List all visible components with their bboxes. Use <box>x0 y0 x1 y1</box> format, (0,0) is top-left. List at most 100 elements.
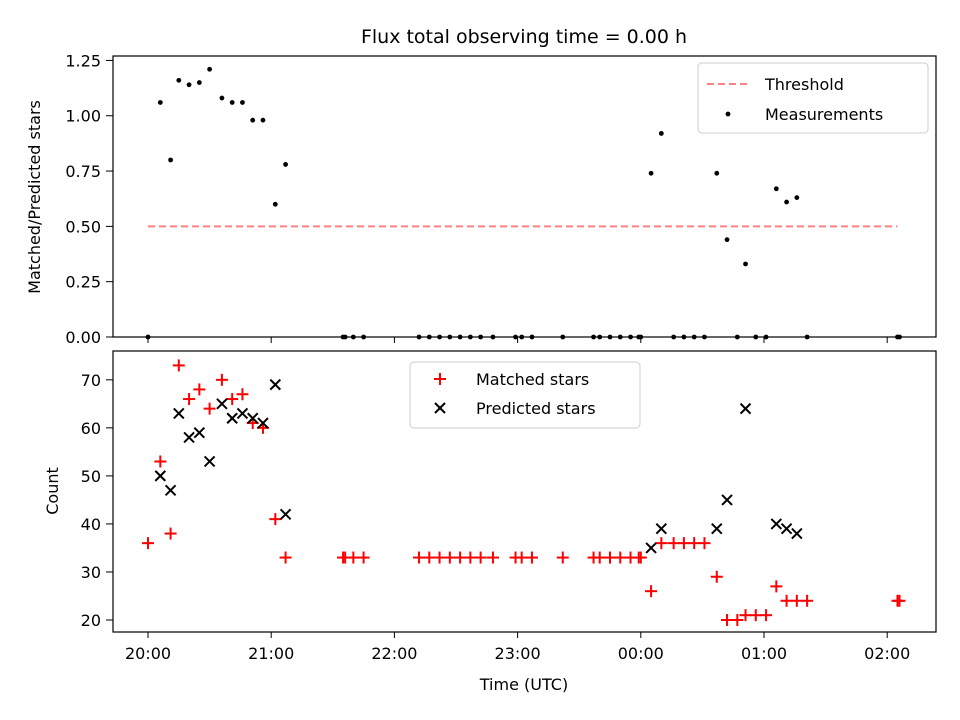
matched-point <box>183 393 196 406</box>
matched-point <box>525 551 538 564</box>
matched-point <box>357 551 370 564</box>
top-legend-box <box>697 62 929 134</box>
measurement-point <box>207 66 213 72</box>
matched-point <box>172 359 185 372</box>
bottom-axes: 20 30 40 50 60 70 20:00 21:00 22:00 23:00 00:00 01… <box>43 350 937 694</box>
predicted-point <box>739 402 752 415</box>
predicted-point <box>711 523 723 535</box>
matched-point <box>710 570 723 583</box>
bottom-x-tick-label: 22:00 <box>371 644 417 663</box>
matched-point <box>443 551 456 564</box>
matched-point <box>236 388 249 401</box>
matched-point <box>556 551 569 564</box>
bottom-x-axis-label: Time (UTC) <box>479 675 568 694</box>
measurement-point <box>219 95 225 101</box>
top-y-tick-label: 1.25 <box>65 51 101 70</box>
matched-point <box>739 609 752 622</box>
matched-points-layer <box>142 359 906 626</box>
top-y-tick-label: 1.00 <box>65 107 101 126</box>
predicted-point <box>193 426 206 439</box>
matched-point <box>454 551 467 564</box>
matched-point <box>698 537 711 550</box>
bottom-x-ticks: 20:00 21:00 22:00 23:00 00:00 01:00 02:00 <box>125 632 910 663</box>
matched-point <box>164 527 177 540</box>
matched-point <box>226 393 239 406</box>
bottom-x-tick-label: 23:00 <box>495 644 541 663</box>
bottom-x-tick-label: 20:00 <box>125 644 171 663</box>
top-axes-frame <box>112 55 937 338</box>
predicted-point <box>780 523 793 535</box>
measurement-point <box>168 157 173 163</box>
legend-predicted-label: Predicted stars <box>476 399 596 418</box>
top-y-tick-label: 0.75 <box>65 162 101 181</box>
predicted-point <box>770 518 783 530</box>
top-y-tick-label: 0.25 <box>65 273 101 292</box>
predicted-point <box>173 407 185 420</box>
matched-point <box>801 594 814 607</box>
top-y-axis-label: Matched/Predicted stars <box>25 100 44 294</box>
bottom-x-tick-label: 02:00 <box>864 644 910 663</box>
matched-point <box>413 551 426 564</box>
matched-point <box>423 551 436 564</box>
matched-point <box>731 613 744 626</box>
predicted-point <box>279 508 292 521</box>
matched-point <box>645 585 658 598</box>
bottom-y-axis-label: Count <box>43 467 62 515</box>
legend-matched-swatch <box>434 373 446 385</box>
matched-point <box>893 594 906 607</box>
matched-point <box>634 551 647 564</box>
measurement-points-layer <box>145 66 902 340</box>
bottom-x-tick-label: 01:00 <box>741 644 787 663</box>
measurement-point <box>272 201 278 207</box>
matched-point <box>721 613 734 626</box>
top-y-ticks: 0.00 0.25 0.50 0.75 1.00 1.25 <box>65 51 113 347</box>
measurement-point <box>794 195 800 201</box>
measurement-point <box>229 100 235 105</box>
measurement-point <box>648 170 654 176</box>
matched-point <box>269 513 282 526</box>
measurement-point <box>658 131 664 136</box>
top-axes: Flux total observing time = 0.00 h 0.000… <box>25 26 937 347</box>
predicted-point <box>183 431 195 444</box>
measurement-point <box>186 82 192 88</box>
measurement-point <box>250 117 256 123</box>
measurement-point <box>784 199 789 205</box>
top-y-tick-label: 0.00 <box>65 328 101 347</box>
matched-point <box>464 551 477 564</box>
matched-point <box>154 455 167 468</box>
top-y-tick-label: 0.50 <box>65 217 101 236</box>
measurement-point <box>773 186 779 192</box>
matched-point <box>749 609 762 622</box>
predicted-point <box>269 378 282 391</box>
predicted-point <box>164 484 177 497</box>
bottom-x-tick-label: 00:00 <box>618 644 664 663</box>
matched-point <box>515 551 528 564</box>
chart-title: Flux total observing time = 0.00 h <box>361 26 687 48</box>
measurement-point <box>176 77 182 83</box>
matched-point <box>142 537 154 550</box>
predicted-point <box>721 494 733 506</box>
matched-point <box>780 594 793 607</box>
matched-point <box>604 551 616 564</box>
matched-point <box>433 551 446 564</box>
matched-point <box>790 594 803 607</box>
matched-point <box>760 609 773 622</box>
matched-point <box>486 551 499 564</box>
legend-matched-label: Matched stars <box>476 370 589 389</box>
predicted-point <box>791 527 803 540</box>
matched-point <box>655 537 668 550</box>
measurement-point <box>714 170 720 176</box>
matched-point <box>347 551 360 564</box>
bottom-y-ticks: 20 30 40 50 60 70 <box>81 371 113 630</box>
matched-point <box>193 383 206 396</box>
bottom-x-tick-label: 21:00 <box>248 644 294 663</box>
bottom-y-tick-label: 40 <box>81 515 101 534</box>
bottom-legend: Matched stars Predicted stars <box>409 361 641 429</box>
measurement-point <box>724 237 730 243</box>
top-x-ticks <box>147 337 888 343</box>
measurement-point <box>240 100 245 105</box>
predicted-point <box>645 542 657 554</box>
legend-predicted-swatch <box>434 402 446 414</box>
predicted-point <box>236 407 249 420</box>
